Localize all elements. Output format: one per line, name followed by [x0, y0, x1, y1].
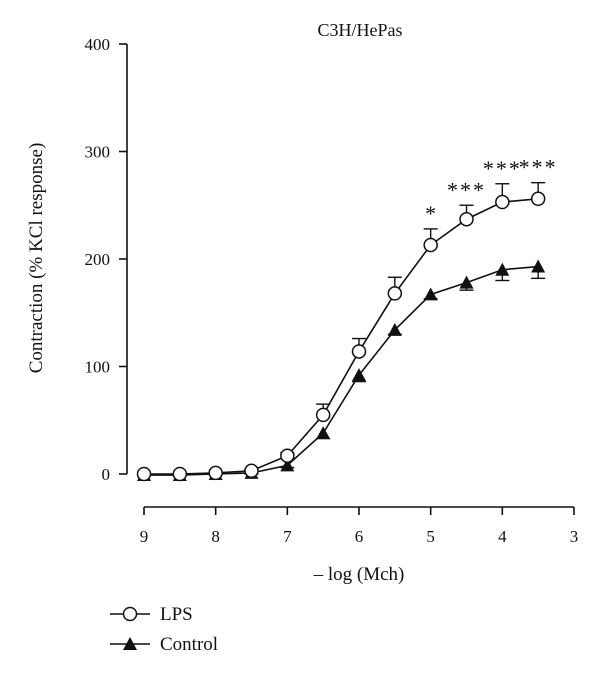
series-lps — [136, 181, 546, 482]
significance-layer: ********** — [425, 155, 558, 226]
legend-label: Control — [160, 634, 218, 655]
series-control — [137, 259, 546, 482]
x-tick-label: 7 — [283, 527, 292, 546]
series-line — [144, 198, 539, 475]
x-tick-label: 8 — [211, 527, 220, 546]
y-tick-label: 400 — [85, 35, 111, 54]
significance-marker: *** — [519, 155, 558, 180]
y-axis-title: Contraction (% KCl response) — [26, 143, 47, 374]
data-point — [208, 465, 223, 481]
significance-marker: * — [425, 201, 436, 226]
data-point — [423, 237, 438, 253]
data-point — [244, 463, 259, 479]
data-point — [423, 287, 438, 301]
significance-marker: *** — [483, 156, 522, 181]
data-point — [315, 407, 331, 423]
legend-item-control: Control — [110, 634, 218, 655]
data-point — [136, 466, 152, 482]
series-line — [144, 265, 539, 476]
chart-title: C3H/HePas — [318, 20, 403, 40]
series-layer — [136, 181, 546, 482]
x-axis-title: – log (Mch) — [313, 564, 405, 585]
data-point — [280, 458, 295, 472]
data-point — [387, 286, 403, 301]
data-point — [172, 466, 188, 482]
legend: LPS Control — [110, 604, 218, 655]
data-point — [459, 275, 474, 289]
data-point — [531, 259, 546, 273]
y-tick-label: 300 — [85, 143, 111, 162]
legend-item-lps: LPS — [110, 604, 193, 625]
data-point — [316, 426, 331, 440]
data-point — [495, 262, 510, 276]
legend-label: LPS — [160, 604, 193, 625]
legend-marker — [122, 606, 138, 622]
data-point — [495, 194, 510, 210]
data-point — [387, 322, 402, 336]
data-point — [351, 344, 367, 359]
y-tick-label: 200 — [85, 250, 111, 269]
x-tick-label: 4 — [498, 527, 507, 546]
data-point — [530, 191, 546, 207]
x-tick-label: 5 — [426, 527, 435, 546]
y-tick-label: 100 — [85, 358, 111, 377]
legend-marker — [123, 637, 137, 650]
x-tick-label: 9 — [140, 527, 149, 546]
y-tick-label: 0 — [102, 465, 111, 484]
data-point — [459, 211, 474, 227]
data-point — [280, 448, 295, 463]
data-point — [352, 368, 366, 382]
x-tick-label: 6 — [355, 527, 364, 546]
significance-marker: *** — [447, 177, 486, 202]
x-tick-label: 3 — [570, 527, 579, 546]
ticks: 0 100 200 300 400 9 8 7 6 5 4 3 — [85, 35, 579, 546]
